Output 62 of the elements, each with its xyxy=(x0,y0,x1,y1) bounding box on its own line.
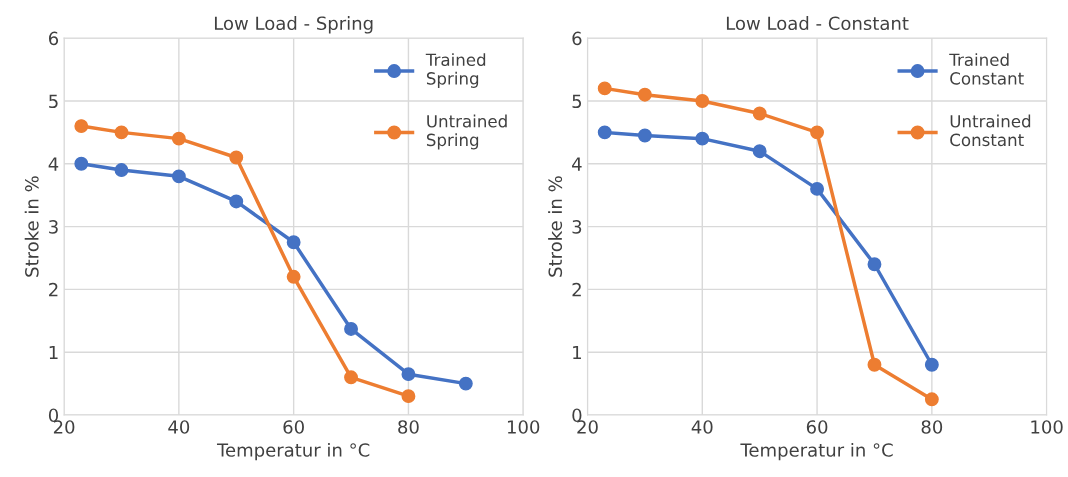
y-tick-label: 6 xyxy=(572,31,582,46)
x-tick-label: 20 xyxy=(53,420,75,434)
point xyxy=(597,125,612,140)
point xyxy=(695,131,710,146)
point xyxy=(401,389,416,404)
x-axis-title: Temperatur in °C xyxy=(740,442,893,461)
point xyxy=(171,131,186,146)
point xyxy=(401,367,416,382)
y-tick-label: 2 xyxy=(572,282,581,297)
x-tick-label: 80 xyxy=(921,420,943,434)
point xyxy=(752,106,767,121)
y-tick-label: 2 xyxy=(49,282,58,297)
point xyxy=(286,269,301,284)
point xyxy=(114,163,129,177)
chart-title: Low Load - Spring xyxy=(214,16,373,34)
x-tick-label: 100 xyxy=(507,420,540,434)
x-axis-title: Temperatur in °C xyxy=(216,442,370,461)
point xyxy=(171,169,186,184)
x-tick-label: 80 xyxy=(398,420,419,434)
legend-label: Trained Spring xyxy=(425,53,486,88)
point xyxy=(637,128,652,143)
point xyxy=(924,392,939,407)
legend-label: Trained Constant xyxy=(949,53,1024,85)
point xyxy=(74,119,89,134)
point xyxy=(924,357,939,372)
point xyxy=(752,144,767,159)
y-tick-label: 3 xyxy=(572,220,582,234)
point xyxy=(74,156,89,171)
point xyxy=(458,376,473,391)
x-tick-label: 60 xyxy=(806,420,828,434)
y-tick-label: 3 xyxy=(49,220,58,234)
y-tick-label: 5 xyxy=(572,94,582,109)
y-tick-label: 1 xyxy=(49,345,58,360)
y-tick-label: 4 xyxy=(48,157,59,171)
legend-label: Untrained Constant xyxy=(950,114,1031,147)
y-tick-label: 5 xyxy=(49,94,58,109)
x-tick-label: 100 xyxy=(1031,420,1063,434)
point xyxy=(597,81,612,96)
y-tick-label: 0 xyxy=(572,408,582,423)
point xyxy=(810,125,825,140)
point xyxy=(344,370,358,385)
y-tick-label: 6 xyxy=(48,31,59,46)
x-tick-label: 40 xyxy=(168,420,190,434)
legend-label: Untrained Spring xyxy=(426,114,507,150)
x-tick-label: 60 xyxy=(283,420,304,434)
x-tick-label: 40 xyxy=(691,420,713,434)
point xyxy=(344,322,358,336)
y-tick-label: 4 xyxy=(572,157,582,171)
y-tick-label: 1 xyxy=(573,345,581,360)
chart-title: Low Load - Constant xyxy=(726,16,909,31)
point xyxy=(286,235,301,250)
x-tick-label: 20 xyxy=(577,420,598,434)
point xyxy=(637,87,652,102)
point xyxy=(867,357,882,372)
point xyxy=(114,125,129,140)
y-axis-title: Stroke in % xyxy=(24,176,39,277)
point xyxy=(229,194,244,209)
y-axis-title: Stroke in % xyxy=(548,176,563,277)
point xyxy=(867,257,882,272)
point xyxy=(229,150,244,165)
point xyxy=(695,94,710,108)
point xyxy=(810,181,825,196)
